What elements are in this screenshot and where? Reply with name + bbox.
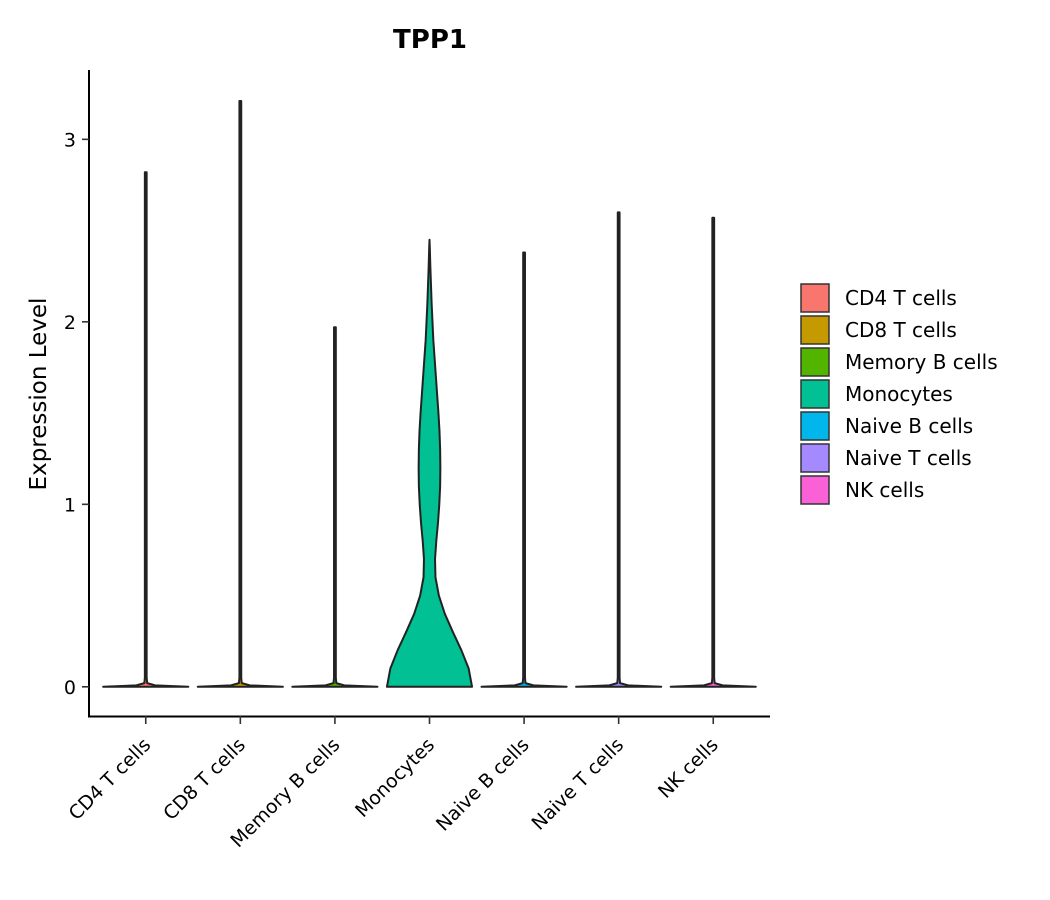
legend-label-cd8-t-cells: CD8 T cells [845, 318, 957, 342]
y-axis-label: Expression Level [26, 298, 52, 491]
violin-nk-cells [669, 216, 757, 688]
legend-label-memory-b-cells: Memory B cells [845, 350, 998, 374]
legend-key-cd4-t-cells [800, 283, 830, 313]
legend-key-memory-b-cells [800, 347, 830, 377]
x-tick-label-cd4-t-cells: CD4 T cells [65, 734, 156, 825]
legend-label-monocytes: Monocytes [845, 382, 953, 406]
chart-title: TPP1 [393, 25, 467, 55]
x-tick-label-naive-b-cells: Naive B cells [432, 734, 534, 836]
x-tick-label-naive-t-cells: Naive T cells [528, 734, 629, 835]
x-tick-label-monocytes: Monocytes [351, 734, 439, 822]
legend-key-naive-t-cells [800, 443, 830, 473]
legend-key-cd8-t-cells [800, 315, 830, 345]
legend-label-nk-cells: NK cells [845, 478, 924, 502]
legend-key-nk-cells [800, 475, 830, 505]
violins-group [102, 100, 757, 688]
x-tick-label-nk-cells: NK cells [654, 734, 723, 803]
violin-naive-t-cells [575, 211, 663, 688]
legend-label-naive-t-cells: Naive T cells [845, 446, 972, 470]
violin-cd4-t-cells [102, 171, 190, 688]
legend-label-cd4-t-cells: CD4 T cells [845, 286, 957, 310]
violin-naive-b-cells [480, 251, 568, 688]
x-tick-label-cd8-t-cells: CD8 T cells [159, 734, 250, 825]
y-tick-label-0: 0 [64, 677, 76, 699]
legend-label-naive-b-cells: Naive B cells [845, 414, 973, 438]
y-ticks-group: 0 1 2 3 [64, 129, 89, 699]
y-tick-label-2: 2 [64, 312, 76, 334]
legend-key-naive-b-cells [800, 411, 830, 441]
legend: CD4 T cells CD8 T cells Memory B cells Mono… [800, 283, 998, 505]
violin-cd8-t-cells [196, 100, 284, 688]
legend-key-monocytes [800, 379, 830, 409]
violin-monocytes [385, 238, 474, 688]
y-tick-label-3: 3 [64, 129, 76, 151]
y-tick-label-1: 1 [64, 494, 76, 516]
violin-memory-b-cells [291, 326, 379, 688]
